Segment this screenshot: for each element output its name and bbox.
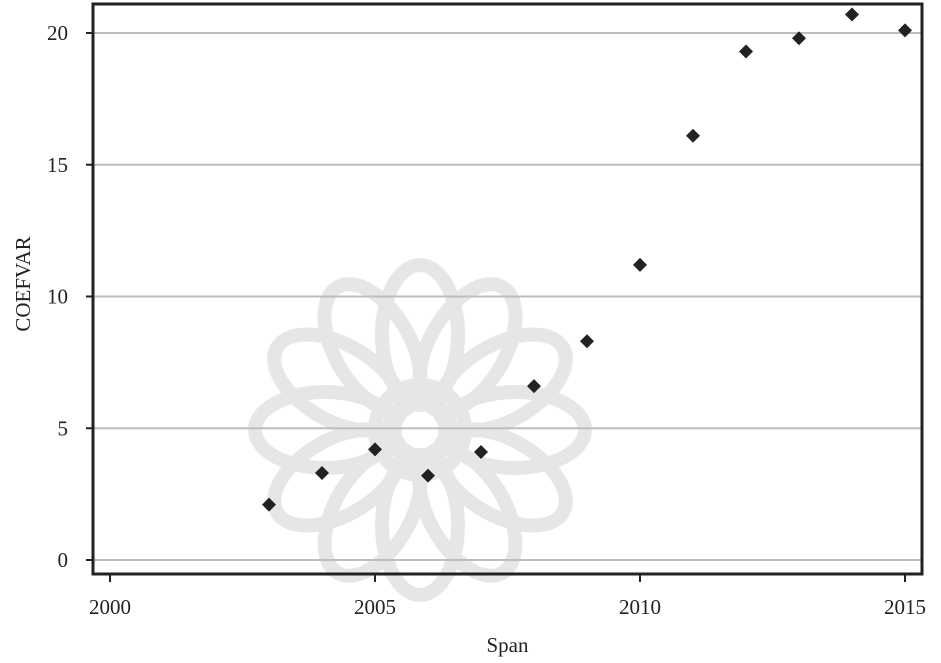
watermark-petal: [375, 448, 465, 602]
data-point: [792, 31, 806, 46]
watermark-petal: [412, 277, 523, 419]
y-axis-ticks: 0 5 10 15 20: [47, 21, 93, 572]
data-point: [474, 444, 488, 459]
data-point: [527, 379, 541, 394]
x-tick-label: 2015: [884, 595, 926, 619]
data-point: [633, 257, 647, 272]
y-tick-label: 10: [47, 285, 68, 309]
watermark-rosette: [248, 258, 592, 602]
x-tick-label: 2005: [354, 595, 396, 619]
data-point: [262, 497, 276, 512]
data-point: [315, 466, 329, 481]
watermark-hub: [368, 378, 472, 482]
x-axis-title: Span: [487, 633, 530, 657]
y-tick-label: 0: [58, 548, 69, 572]
data-point: [580, 334, 594, 349]
watermark-petal: [375, 258, 465, 412]
x-tick-label: 2000: [89, 595, 131, 619]
watermark-petal: [317, 277, 428, 419]
gridlines: [93, 32, 922, 561]
watermark-petal: [438, 385, 592, 475]
watermark-petal: [431, 422, 573, 533]
data-points: [262, 7, 912, 512]
watermark-petal: [431, 327, 573, 438]
x-tick-label: 2010: [619, 595, 661, 619]
data-point: [686, 128, 700, 143]
data-point: [421, 468, 435, 483]
data-point: [739, 44, 753, 59]
data-point: [898, 23, 912, 38]
data-point: [368, 442, 382, 457]
y-axis-title: COEFVAR: [11, 236, 35, 331]
y-tick-label: 20: [47, 21, 68, 45]
watermark-petal: [248, 385, 402, 475]
watermark-petal: [267, 422, 409, 533]
watermark-petal: [267, 327, 409, 438]
y-tick-label: 15: [47, 153, 68, 177]
x-axis-ticks: 2000 2005 2010 2015: [89, 574, 926, 619]
plot-frame: [91, 2, 924, 576]
data-point: [845, 7, 859, 22]
y-tick-label: 5: [58, 416, 69, 440]
